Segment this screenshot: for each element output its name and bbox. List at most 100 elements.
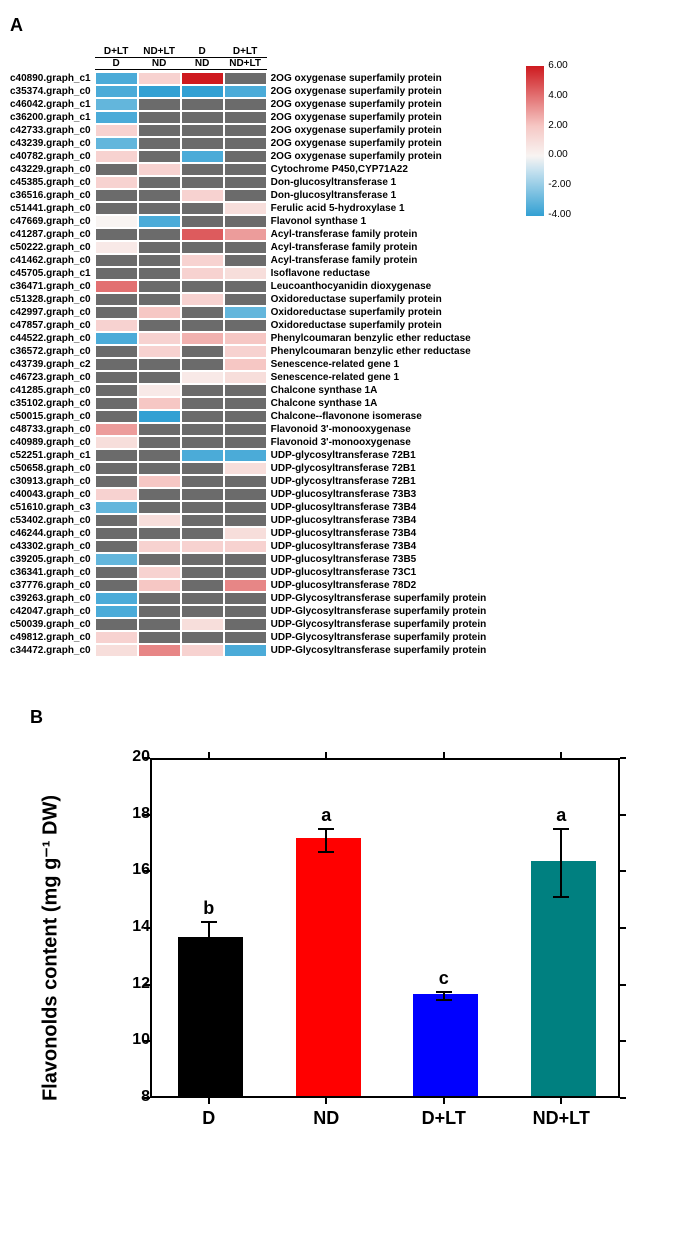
heatmap-row	[95, 592, 267, 605]
heatmap-cell	[224, 293, 267, 306]
heatmap-cell	[181, 371, 224, 384]
significance-label: c	[434, 968, 454, 989]
heatmap-cell	[181, 462, 224, 475]
heatmap-row-desc: 2OG oxygenase superfamily protein	[271, 137, 487, 150]
heatmap-cell	[138, 410, 181, 423]
heatmap-cell	[224, 423, 267, 436]
heatmap-cell	[95, 189, 138, 202]
heatmap-row-desc: 2OG oxygenase superfamily protein	[271, 150, 487, 163]
x-tick-label: ND+LT	[521, 1108, 601, 1129]
heatmap-row	[95, 215, 267, 228]
y-axis-label: Flavonolds content (mg g⁻¹ DW)	[38, 795, 63, 1101]
heatmap-row-id: c40043.graph_c0	[10, 488, 91, 501]
heatmap-row-id: c37776.graph_c0	[10, 579, 91, 592]
heatmap-cell	[181, 319, 224, 332]
heatmap-cell	[224, 254, 267, 267]
heatmap-cell	[181, 514, 224, 527]
heatmap-row-id: c42997.graph_c0	[10, 306, 91, 319]
heatmap-row	[95, 267, 267, 280]
heatmap-cell	[181, 540, 224, 553]
heatmap-row-desc: Chalcone synthase 1A	[271, 397, 487, 410]
heatmap-cell	[224, 85, 267, 98]
heatmap-row-id: c46244.graph_c0	[10, 527, 91, 540]
heatmap-row-id: c51610.graph_c3	[10, 501, 91, 514]
heatmap-cell	[138, 98, 181, 111]
heatmap-row-id: c41285.graph_c0	[10, 384, 91, 397]
heatmap-row-id: c46042.graph_c1	[10, 98, 91, 111]
heatmap-container: c40890.graph_c1c35374.graph_c0c46042.gra…	[10, 46, 677, 657]
heatmap-row-id: c43302.graph_c0	[10, 540, 91, 553]
heatmap-cell	[181, 553, 224, 566]
heatmap-row-id: c50015.graph_c0	[10, 410, 91, 423]
heatmap-cell	[138, 202, 181, 215]
heatmap-cell	[224, 176, 267, 189]
heatmap-row-id: c53402.graph_c0	[10, 514, 91, 527]
heatmap-cell	[224, 488, 267, 501]
heatmap-row-id: c43739.graph_c2	[10, 358, 91, 371]
heatmap-row-id: c34472.graph_c0	[10, 644, 91, 657]
heatmap-row-id: c50222.graph_c0	[10, 241, 91, 254]
heatmap-row-id: c36341.graph_c0	[10, 566, 91, 579]
significance-label: a	[551, 805, 571, 826]
heatmap-cell	[95, 514, 138, 527]
heatmap-row-desc: Chalcone synthase 1A	[271, 384, 487, 397]
bar-chart: Flavonolds content (mg g⁻¹ DW) 810121416…	[90, 738, 650, 1158]
heatmap-row-id: c50658.graph_c0	[10, 462, 91, 475]
heatmap-cell	[95, 397, 138, 410]
heatmap-cell	[224, 124, 267, 137]
heatmap-cell	[95, 501, 138, 514]
heatmap-row-desc: Senescence-related gene 1	[271, 371, 487, 384]
heatmap-cell	[224, 540, 267, 553]
heatmap-cell	[224, 98, 267, 111]
heatmap-row-desc: UDP-glucosyltransferase 73B4	[271, 527, 487, 540]
heatmap-cell	[95, 644, 138, 657]
bar	[296, 838, 361, 1096]
x-tick-label: ND	[286, 1108, 366, 1129]
heatmap-cell	[224, 410, 267, 423]
heatmap-row-id: c50039.graph_c0	[10, 618, 91, 631]
heatmap-row	[95, 306, 267, 319]
heatmap-row	[95, 176, 267, 189]
heatmap-cell	[95, 111, 138, 124]
heatmap-row	[95, 332, 267, 345]
heatmap-row-desc: Senescence-related gene 1	[271, 358, 487, 371]
bar	[413, 994, 478, 1096]
heatmap-row-desc: 2OG oxygenase superfamily protein	[271, 72, 487, 85]
heatmap-row-id: c35374.graph_c0	[10, 85, 91, 98]
heatmap-cell	[224, 241, 267, 254]
heatmap-row-id: c42733.graph_c0	[10, 124, 91, 137]
heatmap-cell	[138, 215, 181, 228]
heatmap-cell	[224, 150, 267, 163]
heatmap-cell	[138, 124, 181, 137]
heatmap-header-bottom: ND+LT	[224, 58, 267, 70]
heatmap-row	[95, 293, 267, 306]
heatmap-cell	[224, 644, 267, 657]
heatmap-cell	[138, 319, 181, 332]
heatmap-cell	[181, 644, 224, 657]
heatmap-cell	[138, 527, 181, 540]
heatmap-cell	[138, 644, 181, 657]
heatmap-cell	[95, 280, 138, 293]
heatmap-row-desc: Oxidoreductase superfamily protein	[271, 319, 487, 332]
heatmap-row	[95, 384, 267, 397]
heatmap-cell	[95, 306, 138, 319]
heatmap-row	[95, 371, 267, 384]
heatmap-row-desc: 2OG oxygenase superfamily protein	[271, 85, 487, 98]
heatmap-cell	[95, 475, 138, 488]
heatmap-row-desc: Oxidoreductase superfamily protein	[271, 293, 487, 306]
heatmap-cell	[95, 241, 138, 254]
heatmap-cell	[138, 280, 181, 293]
heatmap-row-id: c48733.graph_c0	[10, 423, 91, 436]
heatmap-row-desc: Phenylcoumaran benzylic ether reductase	[271, 345, 487, 358]
heatmap-cell	[138, 85, 181, 98]
heatmap-cell	[181, 241, 224, 254]
heatmap-cell	[138, 358, 181, 371]
heatmap-row-id: c39263.graph_c0	[10, 592, 91, 605]
heatmap-row-id: c42047.graph_c0	[10, 605, 91, 618]
heatmap-row-id: c40890.graph_c1	[10, 72, 91, 85]
heatmap-cell	[224, 553, 267, 566]
heatmap-row-desc: Flavonoid 3'-monooxygenase	[271, 436, 487, 449]
heatmap-cell	[224, 449, 267, 462]
heatmap-row-id: c41287.graph_c0	[10, 228, 91, 241]
heatmap-row	[95, 514, 267, 527]
